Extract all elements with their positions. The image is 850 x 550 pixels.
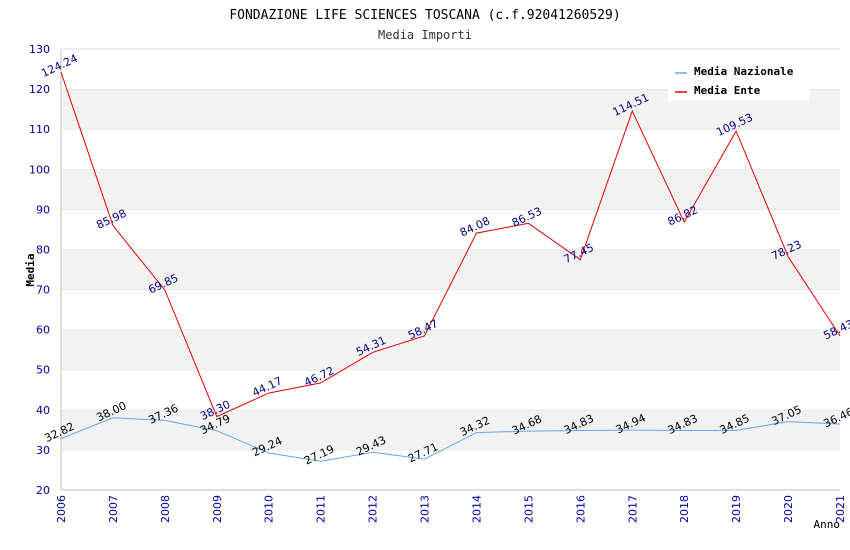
x-tick-label: 2006 bbox=[55, 495, 68, 523]
y-tick-label: 110 bbox=[29, 123, 50, 136]
y-tick-label: 100 bbox=[29, 163, 50, 176]
x-tick-label: 2020 bbox=[782, 495, 795, 523]
x-tick-label: 2014 bbox=[470, 495, 483, 523]
legend: Media Nazionale Media Ente bbox=[668, 58, 810, 101]
x-tick-label: 2016 bbox=[574, 495, 587, 523]
x-tick-label: 2011 bbox=[315, 495, 328, 523]
x-axis-label: Anno bbox=[814, 518, 841, 531]
y-tick-label: 90 bbox=[36, 203, 50, 216]
y-tick-label: 70 bbox=[36, 284, 50, 297]
series-lines bbox=[60, 71, 841, 462]
chart-subtitle: Media Importi bbox=[378, 28, 472, 42]
series-line-nazionale bbox=[60, 417, 841, 462]
grid-band bbox=[61, 169, 840, 210]
grid-band bbox=[61, 249, 840, 290]
y-tick-label: 60 bbox=[36, 324, 50, 337]
chart-title: FONDAZIONE LIFE SCIENCES TOSCANA (c.f.92… bbox=[229, 8, 620, 23]
grid-band bbox=[61, 409, 840, 450]
x-tick-label: 2010 bbox=[263, 495, 276, 523]
y-tick-label: 80 bbox=[36, 243, 50, 256]
grid-bands bbox=[60, 48, 840, 491]
x-tick-label: 2009 bbox=[211, 495, 224, 523]
y-axis-label: Media bbox=[24, 253, 37, 286]
legend-box bbox=[668, 58, 810, 101]
grid-band bbox=[61, 329, 840, 370]
x-tick-label: 2015 bbox=[522, 495, 535, 523]
grid-band bbox=[61, 209, 840, 250]
grid-band bbox=[61, 449, 840, 490]
grid-band bbox=[61, 369, 840, 410]
y-tick-label: 50 bbox=[36, 364, 50, 377]
x-tick-label: 2007 bbox=[107, 495, 120, 523]
x-tick-label: 2021 bbox=[834, 495, 847, 523]
grid-band bbox=[61, 129, 840, 170]
x-axis: 2006 2007 2008 2009 2010 2011 2012 2013 2014 2015… bbox=[55, 495, 847, 523]
x-tick-label: 2017 bbox=[626, 495, 639, 523]
legend-label-ente: Media Ente bbox=[694, 84, 761, 97]
legend-label-nazionale: Media Nazionale bbox=[694, 65, 794, 78]
x-tick-label: 2012 bbox=[367, 495, 380, 523]
y-tick-label: 30 bbox=[36, 444, 50, 457]
series-line-ente bbox=[60, 71, 841, 418]
x-tick-label: 2013 bbox=[419, 495, 432, 523]
grid-band bbox=[61, 289, 840, 330]
x-tick-label: 2019 bbox=[730, 495, 743, 523]
y-tick-label: 130 bbox=[29, 43, 50, 56]
y-tick-label: 20 bbox=[36, 484, 50, 497]
y-tick-label: 120 bbox=[29, 83, 50, 96]
y-tick-label: 40 bbox=[36, 404, 50, 417]
x-tick-label: 2008 bbox=[159, 495, 172, 523]
y-axis: 20 30 40 50 60 70 80 90 100 110 120 130 bbox=[29, 43, 50, 497]
x-tick-label: 2018 bbox=[678, 495, 691, 523]
